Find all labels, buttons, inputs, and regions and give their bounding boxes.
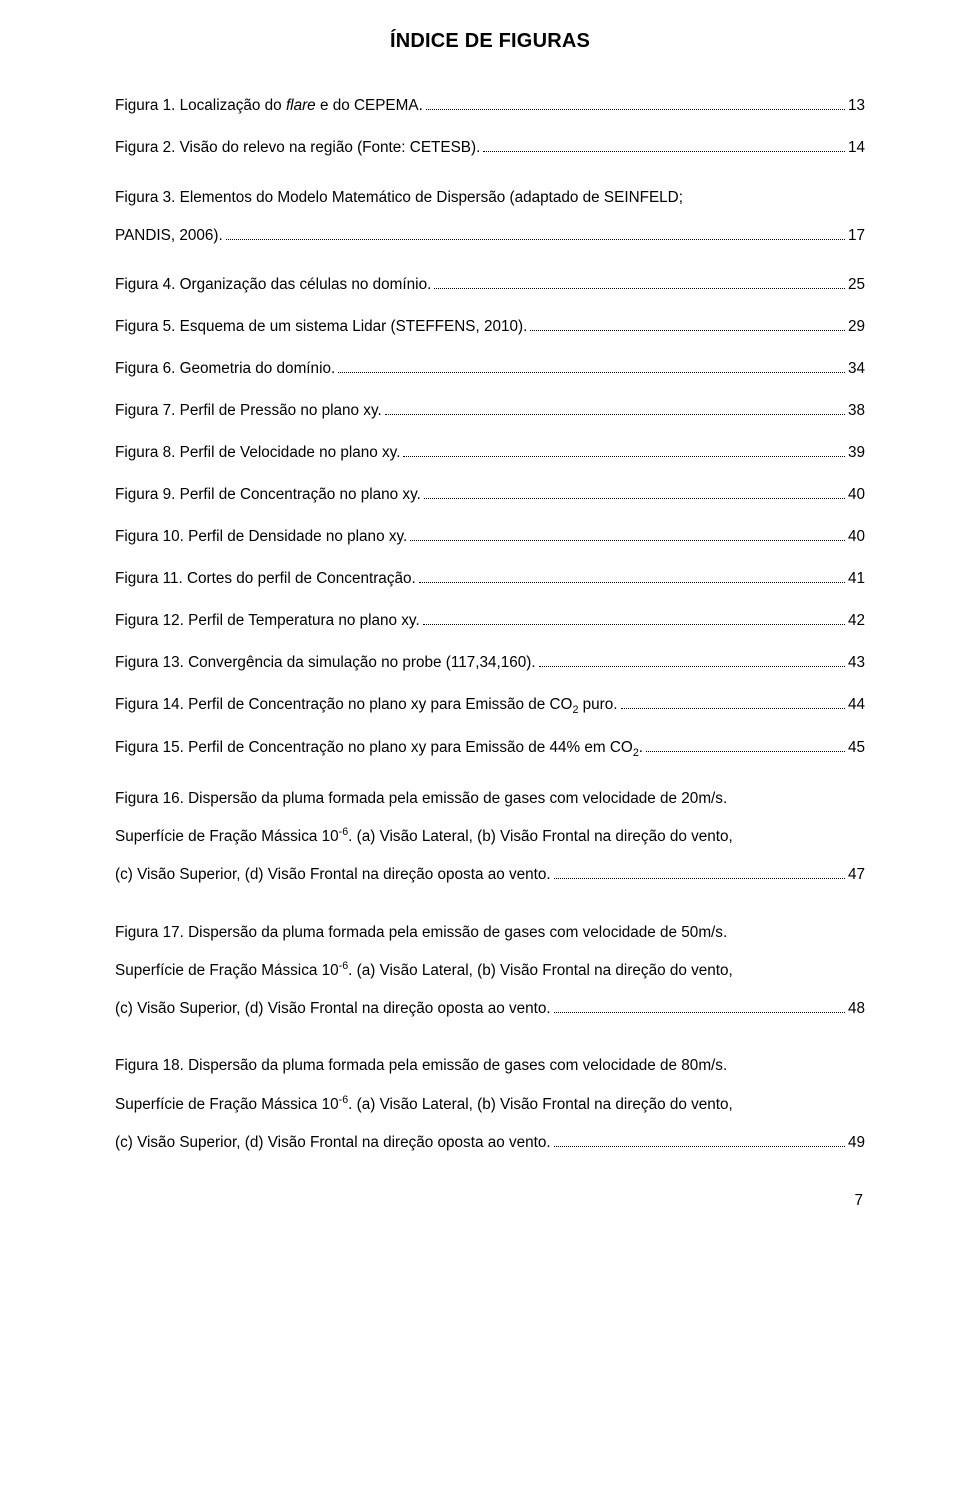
toc-leader-dots	[226, 239, 845, 240]
toc-leader-dots	[621, 708, 845, 709]
toc-entry-page: 42	[848, 610, 865, 633]
toc-entry-text: Figura 12. Perfil de Temperatura no plan…	[115, 610, 420, 633]
toc-entry: Figura 3. Elementos do Modelo Matemático…	[115, 179, 865, 255]
toc-entry-page: 43	[848, 652, 865, 675]
toc-entry-text: Figura 14. Perfil de Concentração no pla…	[115, 694, 618, 718]
toc-leader-dots	[434, 288, 845, 289]
toc-leader-dots	[385, 414, 845, 415]
toc-entry-text: Figura 7. Perfil de Pressão no plano xy.	[115, 400, 382, 423]
toc-entry-text: Figura 15. Perfil de Concentração no pla…	[115, 737, 643, 761]
toc-leader-dots	[424, 498, 845, 499]
toc-entry: Figura 18. Dispersão da pluma formada pe…	[115, 1047, 865, 1162]
toc-entry-text: (c) Visão Superior, (d) Visão Frontal na…	[115, 856, 551, 894]
toc-entry: Figura 16. Dispersão da pluma formada pe…	[115, 780, 865, 895]
toc-entry-page: 44	[848, 694, 865, 717]
toc-entry-text: Figura 8. Perfil de Velocidade no plano …	[115, 442, 400, 465]
toc-entry: Figura 13. Convergência da simulação no …	[115, 652, 865, 675]
toc-entry-page: 40	[848, 484, 865, 507]
toc-entry-line: Superfície de Fração Mássica 10-6. (a) V…	[115, 818, 865, 856]
toc-entry: Figura 11. Cortes do perfil de Concentra…	[115, 568, 865, 591]
toc-entry: Figura 9. Perfil de Concentração no plan…	[115, 484, 865, 507]
toc-entry-page: 25	[848, 274, 865, 297]
toc-entry-text: Figura 11. Cortes do perfil de Concentra…	[115, 568, 416, 591]
toc-entry: Figura 1. Localização do flare e do CEPE…	[115, 95, 865, 118]
toc-entry-last-line: PANDIS, 2006). 17	[115, 217, 865, 255]
toc-entry-page: 40	[848, 526, 865, 549]
toc-entry-line: Figura 3. Elementos do Modelo Matemático…	[115, 179, 865, 217]
toc-entry: Figura 15. Perfil de Concentração no pla…	[115, 737, 865, 761]
toc-leader-dots	[554, 878, 845, 879]
toc-leader-dots	[419, 582, 845, 583]
toc-entry-page: 48	[848, 990, 865, 1028]
toc-leader-dots	[426, 109, 845, 110]
toc-entry-line: Superfície de Fração Mássica 10-6. (a) V…	[115, 1086, 865, 1124]
toc-leader-dots	[539, 666, 845, 667]
toc-entry-page: 34	[848, 358, 865, 381]
toc-entry-last-line: (c) Visão Superior, (d) Visão Frontal na…	[115, 990, 865, 1028]
page-title: ÍNDICE DE FIGURAS	[115, 30, 865, 53]
toc-entry-page: 39	[848, 442, 865, 465]
toc-entry-last-line: (c) Visão Superior, (d) Visão Frontal na…	[115, 856, 865, 894]
toc-entry: Figura 8. Perfil de Velocidade no plano …	[115, 442, 865, 465]
toc-entry-text: Figura 1. Localização do flare e do CEPE…	[115, 95, 423, 118]
toc-entry-page: 13	[848, 95, 865, 118]
toc-entry-page: 38	[848, 400, 865, 423]
toc-entry: Figura 7. Perfil de Pressão no plano xy.…	[115, 400, 865, 423]
toc-leader-dots	[403, 456, 845, 457]
toc-entry-line: Superfície de Fração Mássica 10-6. (a) V…	[115, 952, 865, 990]
toc-entry-page: 14	[848, 137, 865, 160]
toc-entry-text: (c) Visão Superior, (d) Visão Frontal na…	[115, 1124, 551, 1162]
toc-leader-dots	[554, 1012, 845, 1013]
toc-entry: Figura 12. Perfil de Temperatura no plan…	[115, 610, 865, 633]
toc-entry-text: (c) Visão Superior, (d) Visão Frontal na…	[115, 990, 551, 1028]
toc-entry-page: 45	[848, 737, 865, 760]
toc-entry-page: 17	[848, 217, 865, 255]
toc-entry: Figura 6. Geometria do domínio. 34	[115, 358, 865, 381]
toc-entry-text: Figura 6. Geometria do domínio.	[115, 358, 335, 381]
toc-leader-dots	[530, 330, 845, 331]
page-number: 7	[115, 1192, 865, 1210]
toc-entry-text: Figura 13. Convergência da simulação no …	[115, 652, 536, 675]
toc-entry-text: PANDIS, 2006).	[115, 217, 223, 255]
toc-entry: Figura 17. Dispersão da pluma formada pe…	[115, 914, 865, 1029]
toc-entry-text: Figura 9. Perfil de Concentração no plan…	[115, 484, 421, 507]
toc-entry-text: Figura 4. Organização das células no dom…	[115, 274, 431, 297]
toc-entry-page: 47	[848, 856, 865, 894]
toc-entry-text: Figura 10. Perfil de Densidade no plano …	[115, 526, 407, 549]
toc-entry: Figura 4. Organização das células no dom…	[115, 274, 865, 297]
toc-leader-dots	[483, 151, 845, 152]
toc-entry-text: Figura 5. Esquema de um sistema Lidar (S…	[115, 316, 527, 339]
toc-entry-page: 41	[848, 568, 865, 591]
toc-entry-line: Figura 16. Dispersão da pluma formada pe…	[115, 780, 865, 818]
toc-entry-line: Figura 17. Dispersão da pluma formada pe…	[115, 914, 865, 952]
toc-entry-page: 29	[848, 316, 865, 339]
toc-entry-page: 49	[848, 1124, 865, 1162]
toc-entry-text: Figura 2. Visão do relevo na região (Fon…	[115, 137, 480, 160]
toc-list: Figura 1. Localização do flare e do CEPE…	[115, 95, 865, 1162]
toc-leader-dots	[423, 624, 845, 625]
toc-leader-dots	[338, 372, 845, 373]
toc-entry-line: Figura 18. Dispersão da pluma formada pe…	[115, 1047, 865, 1085]
toc-leader-dots	[554, 1146, 845, 1147]
toc-entry: Figura 14. Perfil de Concentração no pla…	[115, 694, 865, 718]
toc-entry-last-line: (c) Visão Superior, (d) Visão Frontal na…	[115, 1124, 865, 1162]
toc-leader-dots	[410, 540, 845, 541]
toc-entry: Figura 2. Visão do relevo na região (Fon…	[115, 137, 865, 160]
toc-entry: Figura 5. Esquema de um sistema Lidar (S…	[115, 316, 865, 339]
toc-entry: Figura 10. Perfil de Densidade no plano …	[115, 526, 865, 549]
toc-leader-dots	[646, 751, 845, 752]
